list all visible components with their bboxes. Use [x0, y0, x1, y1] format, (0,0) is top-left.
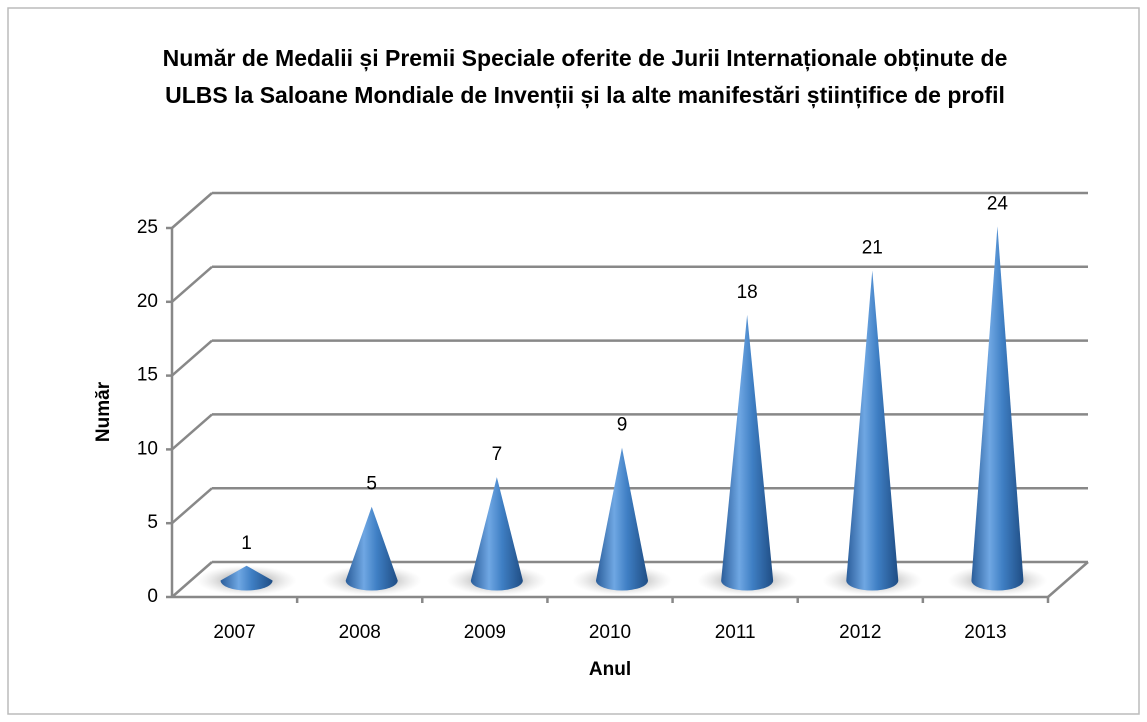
x-axis-label: Anul	[589, 659, 631, 680]
value-label: 21	[862, 238, 883, 259]
y-tick-label: 25	[137, 217, 158, 238]
grid-line	[171, 339, 213, 377]
y-tick-label: 15	[137, 365, 158, 386]
y-tick-label: 0	[147, 586, 158, 607]
chart-border	[7, 7, 1140, 715]
grid-line	[171, 413, 213, 451]
y-tick-label: 5	[147, 512, 158, 533]
cone	[220, 565, 273, 591]
grid-line	[171, 487, 213, 525]
y-axis-label: Număr	[93, 381, 114, 442]
cone	[596, 447, 648, 591]
cone	[345, 506, 398, 591]
grid-line	[171, 192, 213, 229]
value-label: 24	[987, 193, 1009, 214]
x-tick-label: 2011	[715, 622, 756, 643]
grid-line	[171, 561, 213, 598]
value-label: 1	[241, 533, 252, 554]
grid-line	[171, 265, 213, 303]
value-label: 9	[617, 415, 628, 436]
x-tick-label: 2007	[213, 622, 255, 643]
y-tick-label: 20	[137, 291, 158, 312]
cone	[971, 226, 1024, 591]
cone	[721, 314, 774, 591]
x-tick-label: 2008	[339, 622, 381, 643]
x-tick-label: 2010	[589, 622, 631, 643]
x-tick-label: 2012	[839, 622, 881, 643]
cone	[846, 270, 899, 591]
chart-title: Număr de Medalii și Premii Speciale ofer…	[162, 45, 1008, 108]
x-tick-label: 2009	[464, 622, 506, 643]
cone	[470, 477, 523, 591]
x-tick-label: 2013	[964, 622, 1006, 643]
floor-side	[1047, 561, 1089, 598]
value-label: 18	[737, 282, 758, 303]
value-label: 7	[492, 444, 503, 465]
y-tick-label: 10	[137, 438, 158, 459]
value-label: 5	[366, 474, 377, 495]
